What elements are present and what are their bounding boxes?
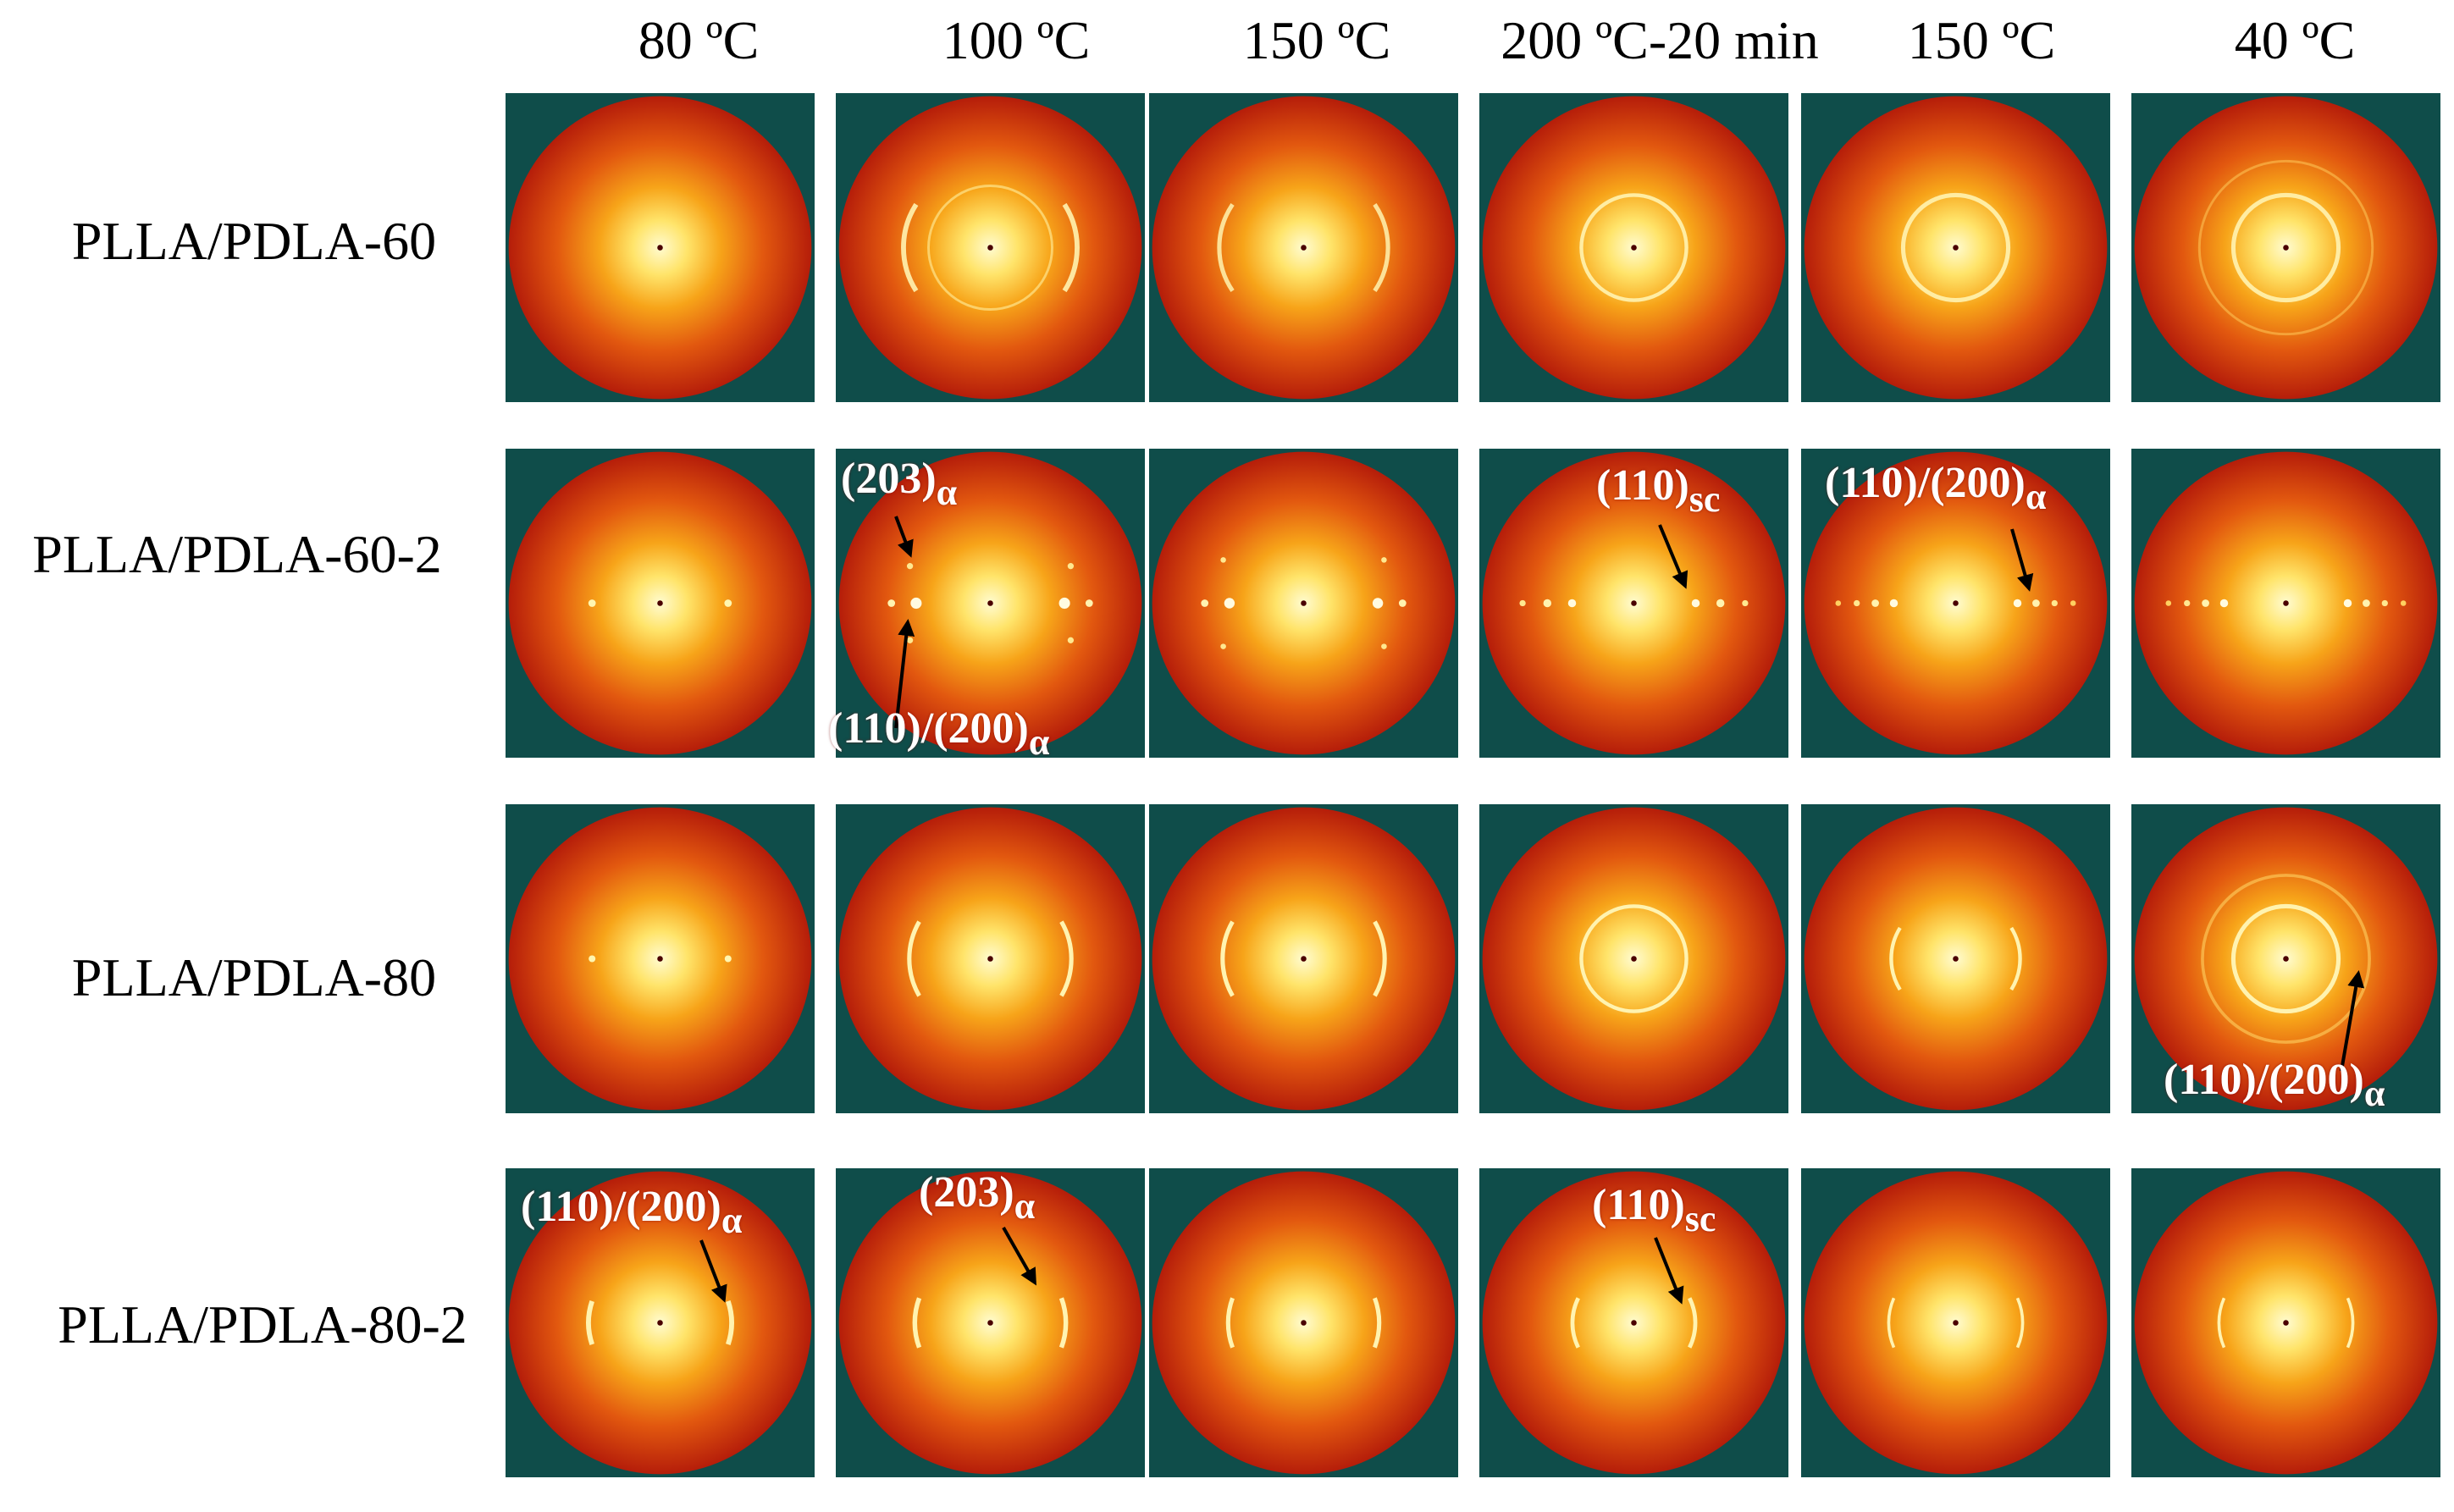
column-header-100c: 100 ºC [942, 10, 1091, 70]
waxd-pattern [1801, 804, 2110, 1113]
waxd-pattern [836, 449, 1145, 758]
waxd-pattern [506, 804, 815, 1113]
annotation-r2c2-110-200-alpha: (110)/(200)α [828, 704, 1050, 763]
waxd-pattern [1801, 1168, 2110, 1477]
waxd-pattern [2131, 804, 2440, 1113]
waxd-pattern [1479, 804, 1788, 1113]
annotation-r4c2-203-alpha: (203)α [919, 1168, 1036, 1227]
annotation-r3c6-110-200-alpha: (110)/(200)α [2164, 1056, 2385, 1114]
waxd-pattern [836, 804, 1145, 1113]
waxd-pattern [2131, 1168, 2440, 1477]
waxd-pattern [1149, 93, 1458, 402]
waxd-pattern [836, 1168, 1145, 1477]
waxd-pattern [1479, 93, 1788, 402]
waxd-pattern [1149, 449, 1458, 758]
column-header-150c: 150 ºC [1242, 10, 1391, 70]
row-label-pdla-80-2: PLLA/PDLA-80-2 [58, 1294, 467, 1355]
waxd-pattern [1149, 1168, 1458, 1477]
waxd-pattern [1801, 449, 2110, 758]
row-label-pdla-60-2: PLLA/PDLA-60-2 [32, 524, 442, 584]
waxd-pattern [1801, 93, 2110, 402]
waxd-pattern [506, 449, 815, 758]
waxd-pattern [836, 93, 1145, 402]
annotation-r4c1-110-200-alpha: (110)/(200)α [521, 1183, 743, 1241]
column-header-150c-cooling: 150 ºC [1907, 10, 2056, 70]
row-label-pdla-60: PLLA/PDLA-60 [71, 211, 437, 271]
waxd-pattern [1479, 449, 1788, 758]
column-header-200c-20min: 200 ºC-20 min [1501, 10, 1819, 70]
column-header-40c: 40 ºC [2234, 10, 2356, 70]
waxd-pattern [506, 1168, 815, 1477]
waxd-pattern [1149, 804, 1458, 1113]
waxd-pattern [506, 93, 815, 402]
annotation-r2c2-203-alpha: (203)α [841, 455, 958, 513]
annotation-r2c5-110-200-alpha: (110)/(200)α [1825, 459, 2047, 517]
waxd-pattern [2131, 449, 2440, 758]
annotation-r2c4-110-sc: (110)sc [1596, 461, 1721, 520]
row-label-pdla-80: PLLA/PDLA-80 [71, 947, 437, 1007]
column-header-80c: 80 ºC [638, 10, 760, 70]
waxd-pattern [2131, 93, 2440, 402]
annotation-r4c4-110-sc: (110)sc [1592, 1181, 1716, 1239]
waxd-pattern [1479, 1168, 1788, 1477]
